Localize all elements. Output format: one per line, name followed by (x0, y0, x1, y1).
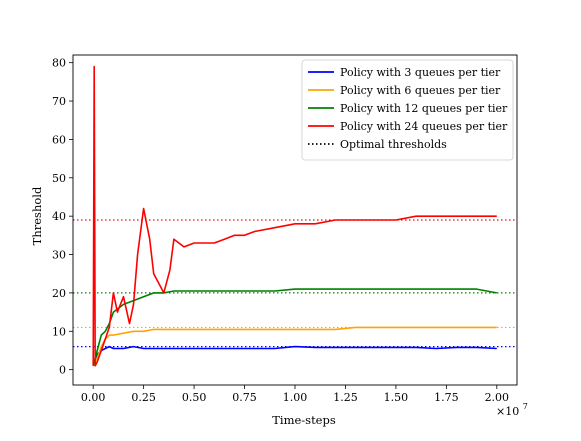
x-tick-label: 0.25 (131, 391, 156, 404)
x-tick-label: 1.50 (384, 391, 409, 404)
y-tick-label: 30 (52, 249, 66, 262)
y-tick-label: 0 (59, 364, 66, 377)
legend: Policy with 3 queues per tier Policy with… (301, 59, 514, 161)
y-tick-label: 70 (52, 95, 66, 108)
legend-label: Policy with 24 queues per tier (340, 120, 508, 133)
x-tick-label: 0.00 (81, 391, 106, 404)
y-tick-label: 80 (52, 57, 66, 70)
y-tick-label: 50 (52, 172, 66, 185)
x-tick-label: 1.25 (333, 391, 358, 404)
y-tick-label: 40 (52, 210, 66, 223)
x-axis-label: Time-steps (272, 413, 336, 427)
y-tick-label: 10 (52, 325, 66, 338)
series-line-2 (92, 326, 497, 367)
legend-label: Policy with 3 queues per tier (340, 66, 501, 79)
x-multiplier-exp: 7 (523, 402, 528, 411)
series-line-4 (92, 65, 497, 367)
x-tick-label: 2.00 (485, 391, 510, 404)
x-tick-label: 1.75 (434, 391, 459, 404)
y-axis-label: Threshold (30, 186, 44, 245)
legend-label: Optimal thresholds (340, 138, 447, 151)
x-tick-label: 1.00 (283, 391, 308, 404)
axes-layer: 0.00 0.25 0.50 0.75 1.00 1.25 1.50 1.75 2.00 0 10 2… (52, 54, 518, 404)
x-axis-multiplier: ×10 7 (496, 402, 528, 418)
series-line-1 (92, 345, 497, 367)
series-line-3 (92, 288, 497, 367)
legend-label: Policy with 12 queues per tier (340, 102, 508, 115)
x-multiplier-base: ×10 (496, 405, 519, 418)
legend-label: Policy with 6 queues per tier (340, 84, 501, 97)
y-tick-label: 20 (52, 287, 66, 300)
data-layer (73, 65, 517, 367)
y-tick-label: 60 (52, 133, 66, 146)
legend-box (301, 59, 514, 161)
x-tick-label: 0.50 (182, 391, 207, 404)
x-tick-label: 0.75 (232, 391, 257, 404)
